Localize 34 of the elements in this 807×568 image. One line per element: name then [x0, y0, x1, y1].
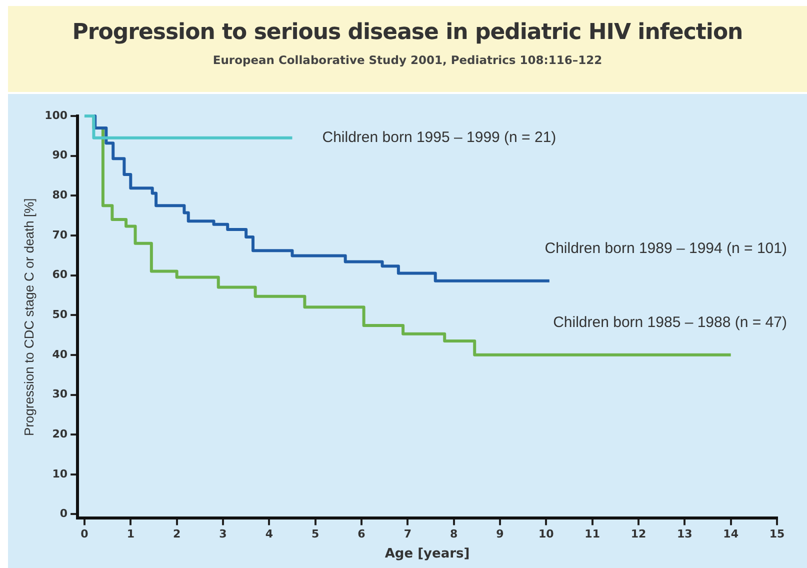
x-tick-label: 4	[265, 528, 274, 541]
y-tick-label: 80	[52, 188, 68, 202]
x-tick-label: 0	[80, 528, 89, 541]
chart-title: Progression to serious disease in pediatric HIV infection	[71, 20, 744, 45]
y-tick-label: 50	[52, 308, 68, 321]
x-tick-label: 12	[630, 528, 646, 541]
y-tick-label: 40	[52, 348, 68, 361]
y-tick-label: 20	[52, 427, 68, 440]
text: Children born 1995 – 1999 (n = 21)	[322, 129, 556, 146]
x-axis-title: Age [years]	[384, 546, 470, 562]
x-tick-label: 8	[450, 528, 458, 541]
chart-subtitle: European Collaborative Study 2001, Pediatrics 108:116–122	[212, 53, 604, 67]
x-tick-label: 7	[404, 528, 412, 541]
x-tick-label: 14	[723, 528, 739, 541]
x-tick-label: 5	[311, 528, 320, 541]
x-tick-label: 10	[538, 528, 554, 541]
x-tick-label: 15	[769, 528, 785, 541]
x-tick-label: 2	[172, 528, 181, 541]
y-tick-label: 10	[52, 467, 68, 480]
x-tick-label: 9	[496, 528, 504, 541]
y-axis-title: Progression to CDC stage C or death [%]	[21, 198, 36, 436]
x-tick-label: 13	[677, 528, 692, 541]
x-tick-label: 11	[584, 528, 600, 541]
series-label: Children born 1989 – 1994 (n = 101)	[544, 240, 787, 258]
x-tick-label: 6	[358, 528, 366, 541]
y-tick-label: 30	[52, 388, 68, 401]
y-tick-label: 0	[60, 507, 68, 520]
y-tick-label: 60	[52, 268, 68, 282]
x-tick-label: 3	[219, 528, 227, 541]
y-tick-label: 100	[44, 108, 68, 122]
y-tick-label: 70	[52, 228, 68, 242]
series-label: Children born 1985 – 1988 (n = 47)	[553, 314, 787, 332]
x-tick-label: 1	[126, 528, 134, 541]
y-tick-label: 90	[52, 148, 68, 162]
